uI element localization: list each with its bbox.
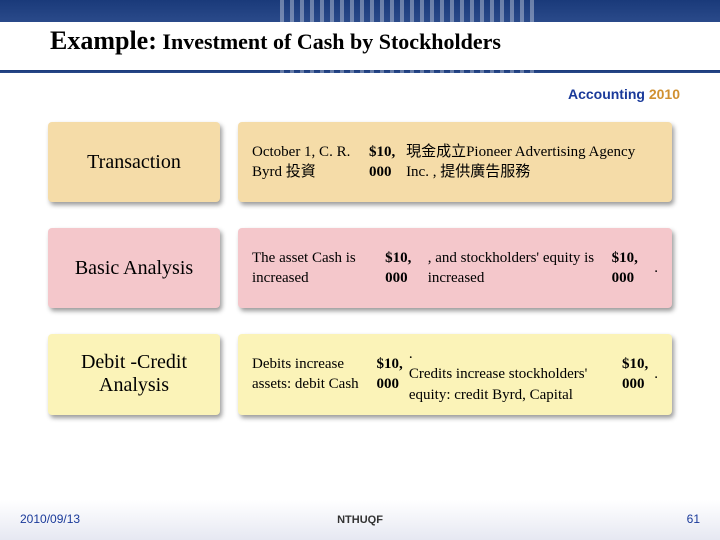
course-name: Accounting (568, 86, 649, 102)
row-debit-credit: Debit -Credit Analysis Debits increase a… (48, 334, 672, 415)
row-basic-analysis: Basic Analysis The asset Cash is increas… (48, 228, 672, 308)
footer-date: 2010/09/13 (20, 512, 80, 526)
label-debit-credit: Debit -Credit Analysis (48, 334, 220, 415)
title-prefix: Example: (50, 26, 157, 55)
content-debit-credit: Debits increase assets: debit Cash $10, … (238, 334, 672, 415)
header-stripe (0, 0, 720, 22)
content-transaction: October 1, C. R. Byrd 投資 $10, 000 現金成立Pi… (238, 122, 672, 202)
label-basic-analysis: Basic Analysis (48, 228, 220, 308)
title-area: Example: Investment of Cash by Stockhold… (50, 26, 670, 56)
footer-page: 61 (687, 512, 700, 526)
course-label: Accounting 2010 (568, 86, 680, 102)
course-year: 2010 (649, 86, 680, 102)
content-rows: Transaction October 1, C. R. Byrd 投資 $10… (48, 122, 672, 441)
header-stripe-pattern (280, 0, 540, 22)
title-rest: Investment of Cash by Stockholders (157, 29, 501, 54)
footer-center: NTHUQF (337, 514, 383, 526)
label-transaction: Transaction (48, 122, 220, 202)
title-underline (0, 70, 720, 73)
row-transaction: Transaction October 1, C. R. Byrd 投資 $10… (48, 122, 672, 202)
content-basic-analysis: The asset Cash is increased $10, 000, an… (238, 228, 672, 308)
